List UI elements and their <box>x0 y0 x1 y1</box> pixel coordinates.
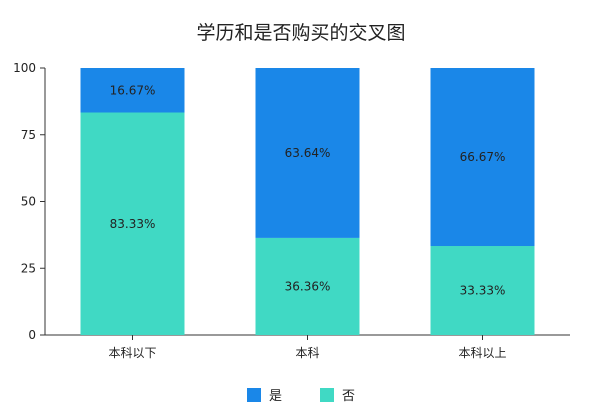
bar-yes <box>255 68 360 238</box>
y-tick-label: 25 <box>21 261 36 275</box>
legend-item-yes[interactable]: 是 <box>246 385 282 404</box>
bar-yes <box>80 68 185 113</box>
legend-swatch-no <box>320 387 334 402</box>
bar-no <box>430 246 535 335</box>
legend-label-no: 否 <box>342 389 356 404</box>
legend-label-yes: 是 <box>268 389 282 404</box>
data-label: 63.64% <box>285 146 331 160</box>
legend-item-no[interactable]: 否 <box>320 385 355 404</box>
data-label: 16.67% <box>110 83 156 97</box>
legend: 是 否 <box>0 385 602 404</box>
data-label: 36.36% <box>285 279 331 293</box>
y-tick-label: 0 <box>28 328 36 342</box>
bar-no <box>80 112 185 335</box>
bar-no <box>255 237 360 335</box>
y-tick-label: 75 <box>21 128 36 142</box>
y-tick-label: 50 <box>21 195 36 209</box>
data-label: 66.67% <box>460 150 506 164</box>
x-tick-label: 本科 <box>295 346 319 360</box>
legend-swatch-yes <box>246 387 261 402</box>
y-tick-label: 100 <box>13 61 36 75</box>
data-label: 33.33% <box>460 284 506 298</box>
chart-title: 学历和是否购买的交叉图 <box>196 22 406 44</box>
x-tick-label: 本科以下 <box>108 346 156 360</box>
data-label: 83.33% <box>110 217 156 231</box>
x-tick-label: 本科以上 <box>458 346 506 360</box>
bar-yes <box>430 68 535 247</box>
